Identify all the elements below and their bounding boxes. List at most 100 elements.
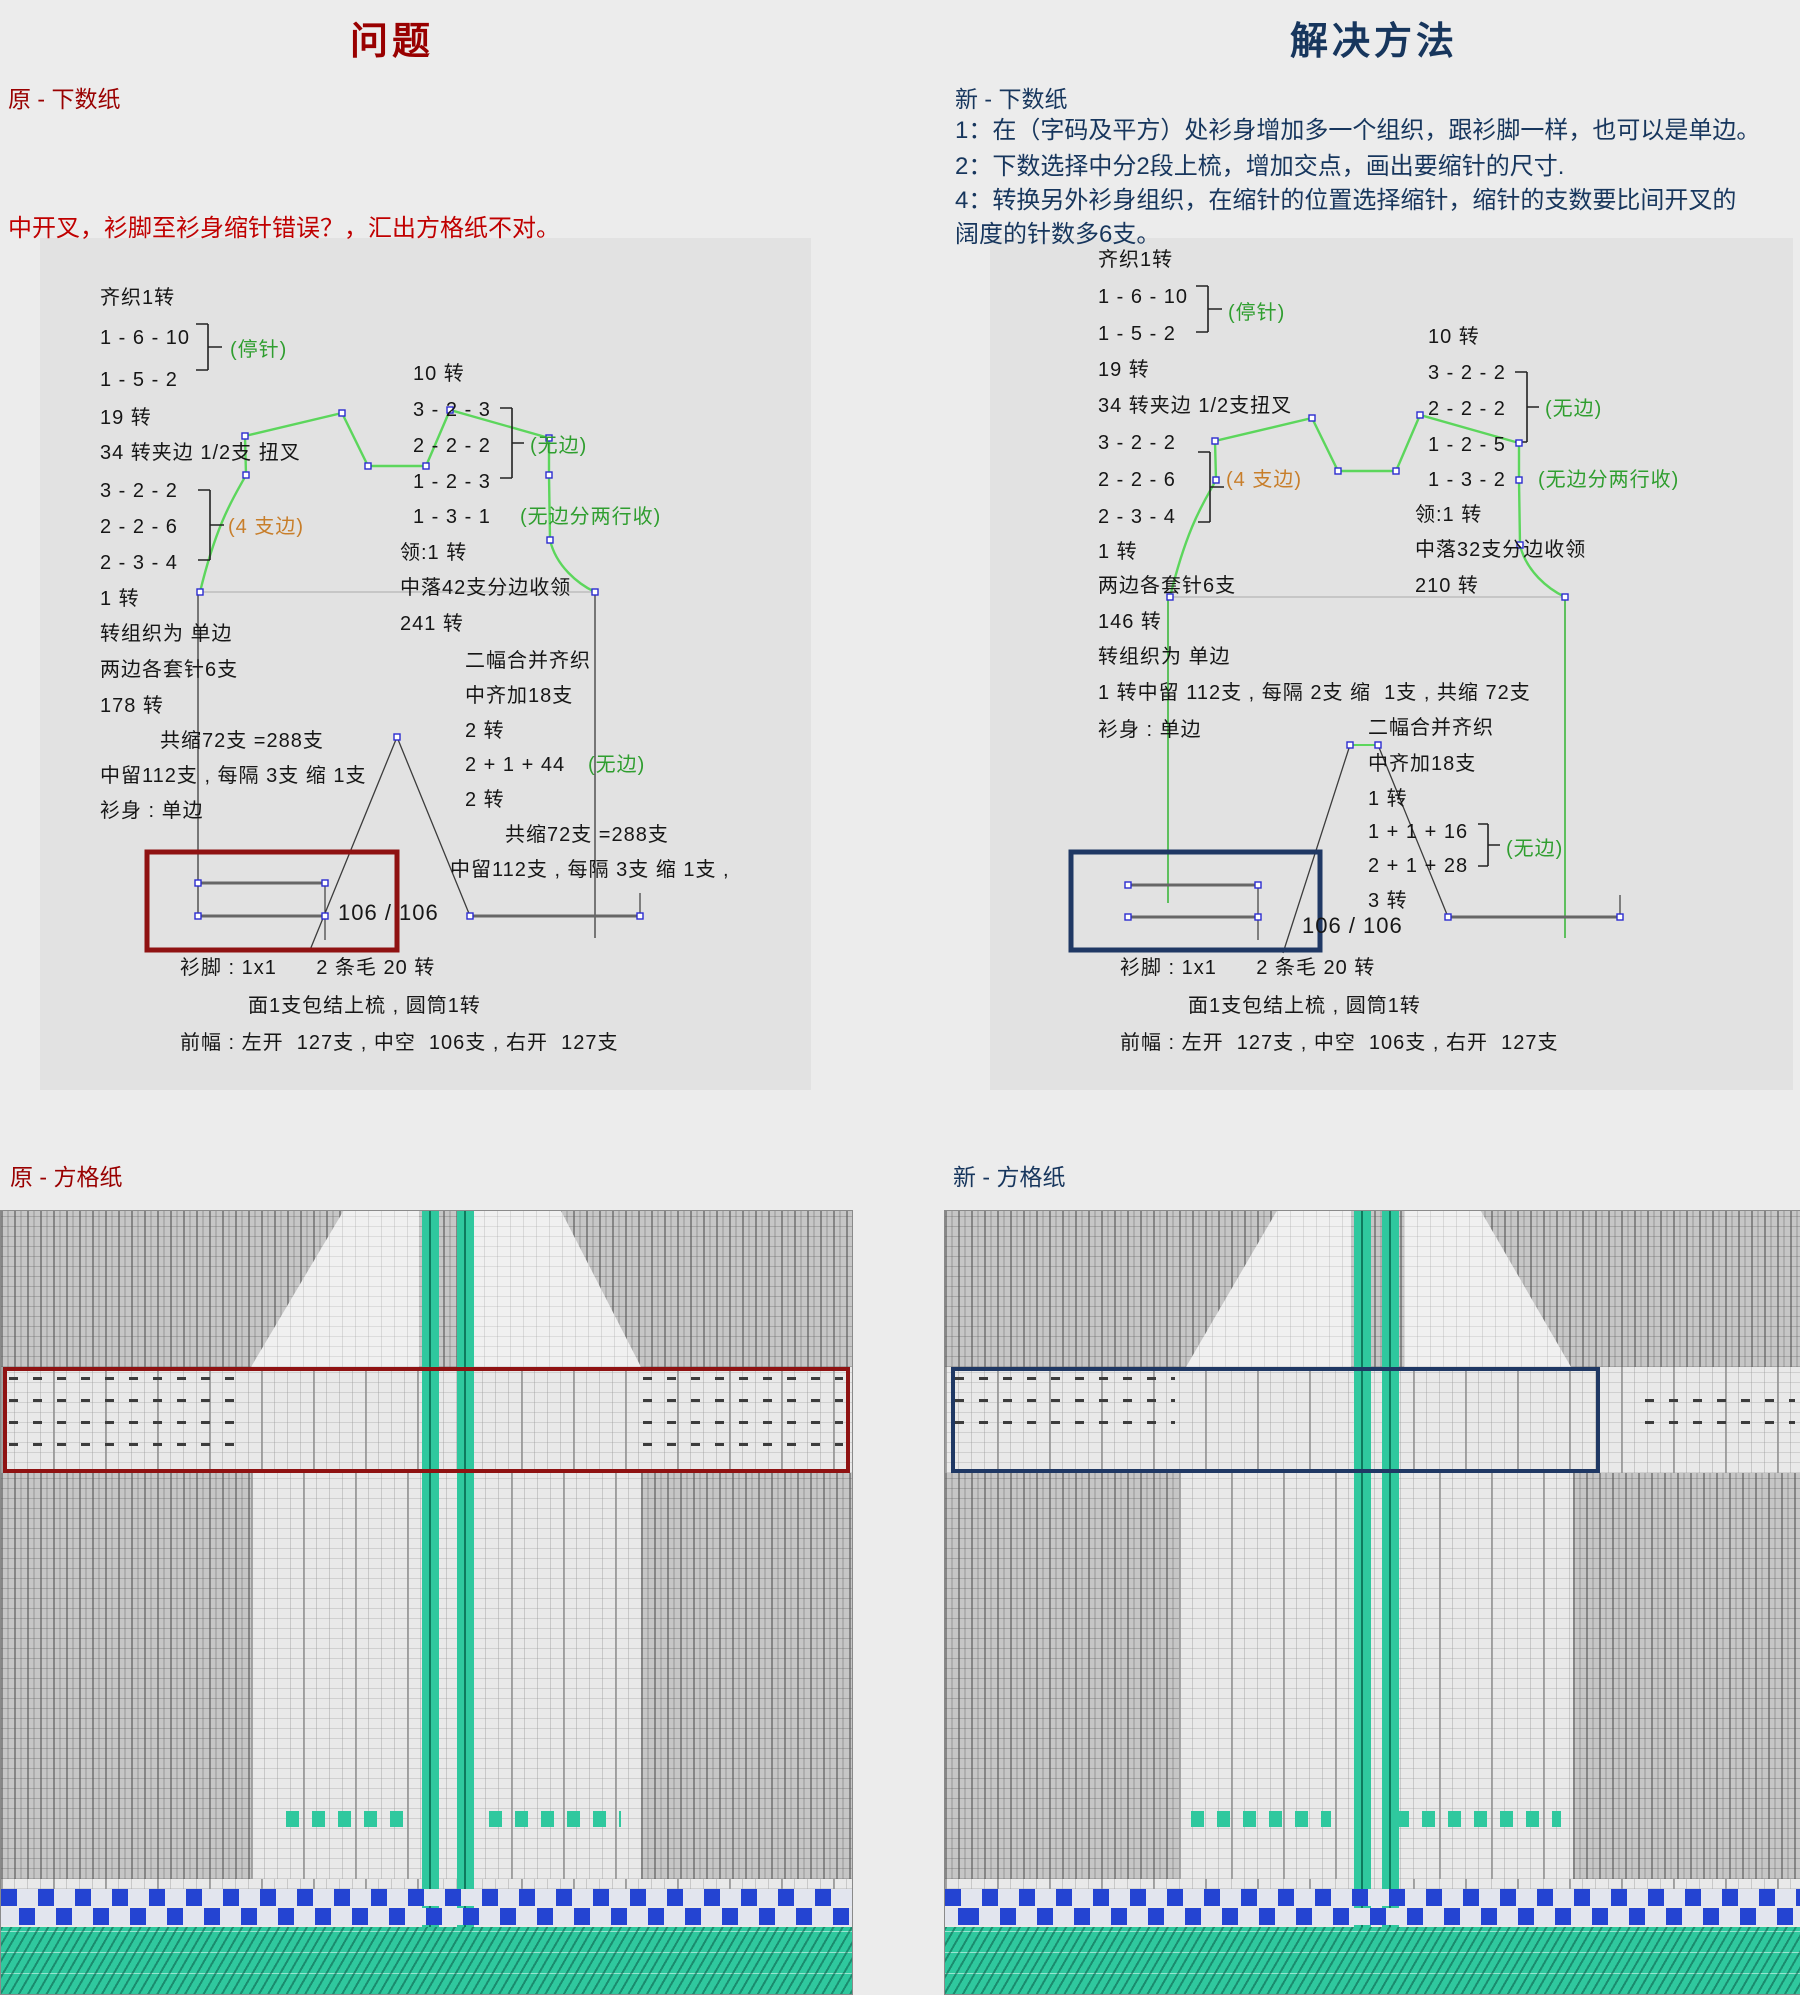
diagram-label: 1 转 xyxy=(1368,788,1408,810)
diagram-label: 34 转夹边 1/2支 扭叉 xyxy=(100,442,301,464)
label-orig-count-paper: 原 - 下数纸 xyxy=(8,86,121,112)
diagram-label: 10 转 xyxy=(413,363,465,385)
grid-center-stripe xyxy=(1382,1211,1399,1927)
diagram-label: 241 转 xyxy=(400,613,464,635)
grid-center-stripe xyxy=(1354,1211,1371,1927)
diagram-label: 19 转 xyxy=(100,407,152,429)
stitch-count-label: 106 / 106 xyxy=(1302,913,1403,938)
grid-dense-flank xyxy=(1573,1473,1800,1879)
diagram-label: 二幅合并齐织 xyxy=(1368,717,1494,739)
grid-dense-flank xyxy=(641,1473,852,1879)
stitch-grid-right xyxy=(944,1210,1800,1995)
grid-blue-row xyxy=(945,1908,1800,1925)
diagram-label: 2 转 xyxy=(465,720,505,742)
grid-dense-top xyxy=(945,1211,1800,1367)
diagram-label: 2 - 2 - 2 xyxy=(1428,398,1506,420)
diagram-label: (4 支边) xyxy=(1226,469,1302,491)
diagram-label: 2 + 1 + 28 xyxy=(1368,855,1469,877)
diagram-label: 34 转夹边 1/2支扭叉 xyxy=(1098,395,1293,417)
diagram-label: 共缩72支 =288支 xyxy=(160,730,324,752)
stitch-grid-left xyxy=(0,1210,853,1995)
grid-blue-row xyxy=(1,1908,852,1925)
diagram-label: 衫脚 : 1x1 2 条毛 20 转 xyxy=(1120,957,1376,979)
grid-blue-row xyxy=(1,1889,852,1906)
diagram-label: 领:1 转 xyxy=(1415,504,1483,526)
diagram-label: 3 - 2 - 2 xyxy=(1428,362,1506,384)
diagram-label: 齐织1转 xyxy=(1098,249,1174,271)
grid-center-stripe xyxy=(457,1211,474,1927)
diagram-label: 齐织1转 xyxy=(100,287,176,309)
diagram-label: 2 - 2 - 6 xyxy=(100,516,178,538)
grid-annotation-box-navy xyxy=(951,1367,1600,1473)
diagram-label: 146 转 xyxy=(1098,611,1162,633)
diagram-label: 转组织为 单边 xyxy=(100,623,233,645)
diagram-label: 3 - 2 - 2 xyxy=(100,480,178,502)
grid-center-stripe xyxy=(422,1211,439,1927)
grid-dense-flank xyxy=(945,1473,1179,1879)
grid-teal-marks xyxy=(1191,1811,1331,1827)
diagram-label: 3 - 2 - 3 xyxy=(413,399,491,421)
diagram-label: (无边) xyxy=(588,754,646,776)
grid-symbol-row xyxy=(1645,1421,1795,1424)
diagram-label: 1 + 1 + 16 xyxy=(1368,821,1469,843)
diagram-label: 2 转 xyxy=(465,789,505,811)
diagram-label: 2 - 3 - 4 xyxy=(1098,506,1176,528)
label-new-count-paper: 新 - 下数纸 xyxy=(955,86,1068,112)
grid-symbol-row xyxy=(643,1377,843,1380)
grid-transition-band xyxy=(945,1367,1800,1473)
diagram-label: 中留112支 , 每隔 3支 缩 1支 xyxy=(100,765,367,787)
diagram-label: 1 - 6 - 10 xyxy=(100,327,191,349)
diagram-label: 领:1 转 xyxy=(400,542,468,564)
grid-symbol-row xyxy=(9,1399,249,1402)
diagram-label: 中落42支分边收领 xyxy=(400,577,572,599)
solution-note-1: 1：在（字码及平方）处衫身增加多一个组织，跟衫脚一样，也可以是单边。 xyxy=(955,117,1761,144)
grid-teal-marks xyxy=(1396,1811,1561,1827)
grid-teal-marks xyxy=(489,1811,621,1827)
diagram-label: 衫脚 : 1x1 2 条毛 20 转 xyxy=(180,957,436,979)
diagram-label: 中落32支分边收领 xyxy=(1415,539,1587,561)
diagram-label: 1 - 2 - 3 xyxy=(413,471,491,493)
diagram-label: 1 - 2 - 5 xyxy=(1428,434,1506,456)
grid-blue-row xyxy=(945,1889,1800,1906)
diagram-label: 中留112支 , 每隔 3支 缩 1支 , xyxy=(450,859,730,881)
diagram-label: 1 转中留 112支 , 每隔 2支 缩 1支 , 共缩 72支 xyxy=(1098,682,1531,704)
diagram-label: 2 + 1 + 44 xyxy=(465,754,566,776)
diagram-label: 两边各套针6支 xyxy=(1098,575,1237,597)
label-new-grid-paper: 新 - 方格纸 xyxy=(953,1164,1066,1190)
grid-symbol-row xyxy=(9,1377,249,1380)
grid-teal-marks xyxy=(286,1811,406,1827)
page-title-problem: 问题 xyxy=(350,21,435,63)
diagram-label: 面1支包结上梳 , 圆筒1转 xyxy=(248,995,481,1017)
diagram-label: 前幅 : 左开 127支 , 中空 106支 , 右开 127支 xyxy=(1120,1032,1559,1054)
diagram-label: 转组织为 单边 xyxy=(1098,646,1231,668)
solution-note-2: 2：下数选择中分2段上梳，增加交点，画出要缩针的尺寸. xyxy=(955,153,1565,180)
diagram-label: 两边各套针6支 xyxy=(100,659,239,681)
diagram-label: (无边) xyxy=(530,435,588,457)
diagram-label: 10 转 xyxy=(1428,326,1480,348)
diagram-label: 中齐加18支 xyxy=(1368,753,1477,775)
diagram-label: 1 - 5 - 2 xyxy=(1098,323,1176,345)
grid-comb-band xyxy=(945,1927,1800,1994)
diagram-label: (4 支边) xyxy=(228,516,304,538)
grid-dense-flank xyxy=(1,1473,251,1879)
diagram-label: 1 - 3 - 2 xyxy=(1428,469,1506,491)
grid-symbol-row xyxy=(9,1421,249,1424)
diagram-label: 210 转 xyxy=(1415,575,1479,597)
grid-symbol-row xyxy=(1645,1399,1795,1402)
diagram-label: (无边) xyxy=(1506,838,1564,860)
diagram-label: 3 - 2 - 2 xyxy=(1098,432,1176,454)
diagram-label: 1 转 xyxy=(100,588,140,610)
grid-symbol-row xyxy=(643,1399,843,1402)
label-orig-grid-paper: 原 - 方格纸 xyxy=(10,1164,123,1190)
grid-comb-band xyxy=(1,1927,852,1994)
diagram-label: 二幅合并齐织 xyxy=(465,650,591,672)
grid-annotation-box-red xyxy=(3,1367,850,1473)
diagram-label: 1 转 xyxy=(1098,541,1138,563)
grid-symbol-row xyxy=(955,1421,1175,1424)
problem-note: 中开叉，衫脚至衫身缩针错误？，汇出方格纸不对。 xyxy=(8,215,560,242)
diagram-label: 中齐加18支 xyxy=(465,685,574,707)
diagram-label: 前幅 : 左开 127支 , 中空 106支 , 右开 127支 xyxy=(180,1032,619,1054)
diagram-label: 1 - 5 - 2 xyxy=(100,369,178,391)
grid-symbol-row xyxy=(955,1377,1175,1380)
diagram-label: (无边) xyxy=(1545,398,1603,420)
